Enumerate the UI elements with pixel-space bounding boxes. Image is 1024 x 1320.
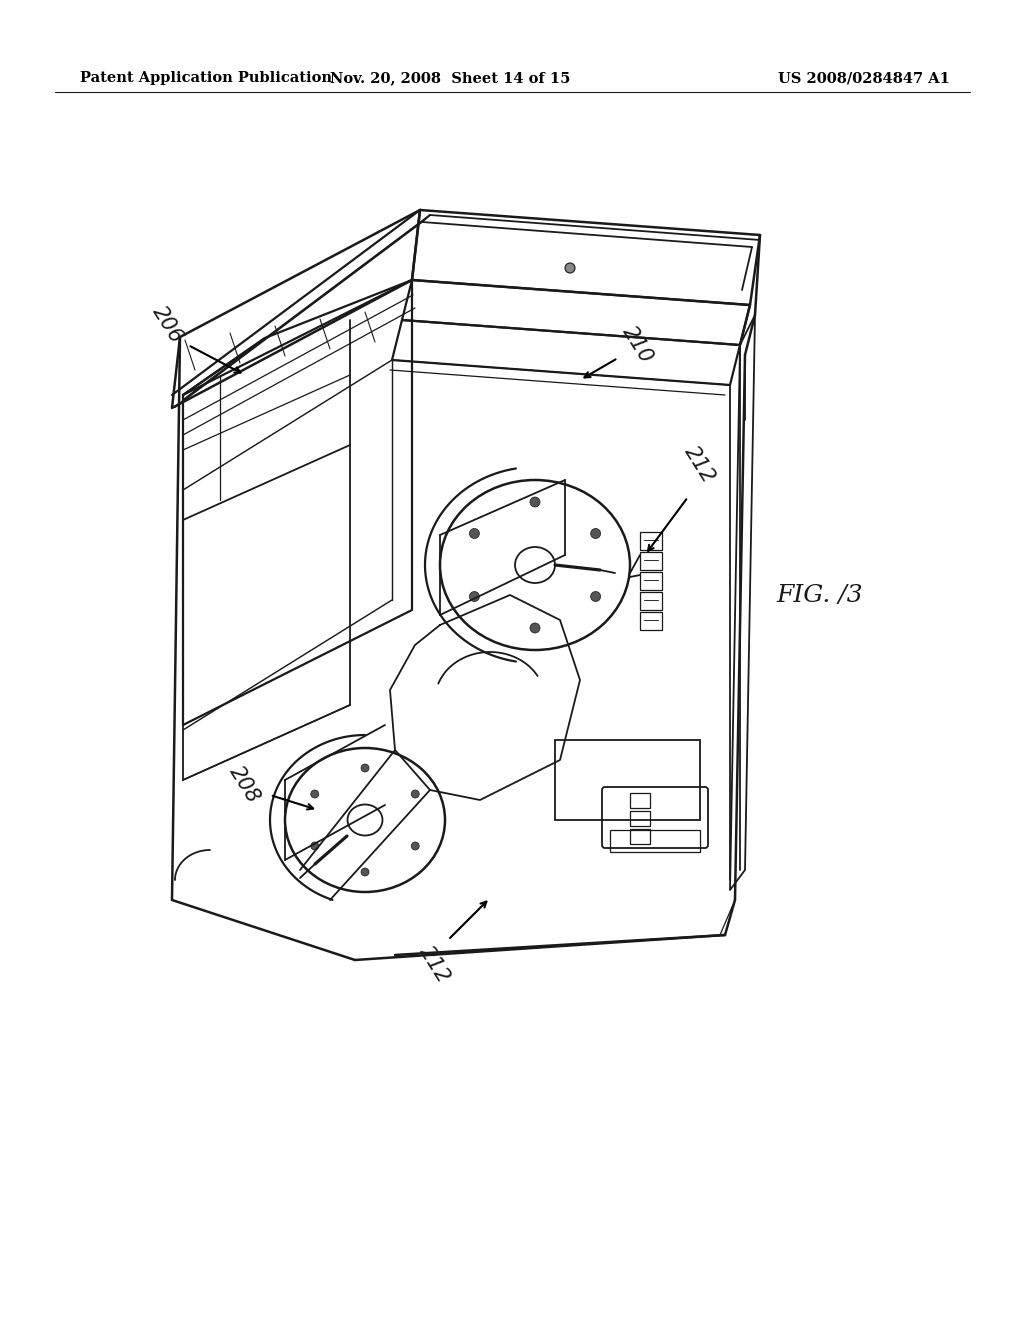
Circle shape <box>530 623 540 634</box>
Circle shape <box>412 789 419 799</box>
Text: 212: 212 <box>416 942 454 987</box>
Bar <box>630 793 650 808</box>
Bar <box>610 830 700 851</box>
Circle shape <box>361 869 369 876</box>
Text: FIG. /3: FIG. /3 <box>776 583 863 606</box>
Circle shape <box>412 842 419 850</box>
Bar <box>640 532 662 550</box>
Text: 210: 210 <box>618 323 657 367</box>
Circle shape <box>565 263 575 273</box>
Circle shape <box>310 842 318 850</box>
Bar <box>640 572 662 590</box>
Circle shape <box>530 498 540 507</box>
Bar <box>630 810 650 826</box>
Bar <box>640 552 662 570</box>
Bar <box>630 829 650 843</box>
Bar <box>555 741 700 820</box>
Circle shape <box>310 789 318 799</box>
Text: 212: 212 <box>681 442 719 487</box>
Text: 208: 208 <box>226 763 264 807</box>
Bar <box>640 612 662 630</box>
Text: US 2008/0284847 A1: US 2008/0284847 A1 <box>778 71 950 84</box>
Text: Patent Application Publication: Patent Application Publication <box>80 71 332 84</box>
Circle shape <box>361 764 369 772</box>
Circle shape <box>469 591 479 602</box>
Circle shape <box>469 528 479 539</box>
Text: 206: 206 <box>148 302 187 347</box>
Bar <box>640 591 662 610</box>
Text: Nov. 20, 2008  Sheet 14 of 15: Nov. 20, 2008 Sheet 14 of 15 <box>330 71 570 84</box>
Circle shape <box>591 528 601 539</box>
Circle shape <box>591 591 601 602</box>
